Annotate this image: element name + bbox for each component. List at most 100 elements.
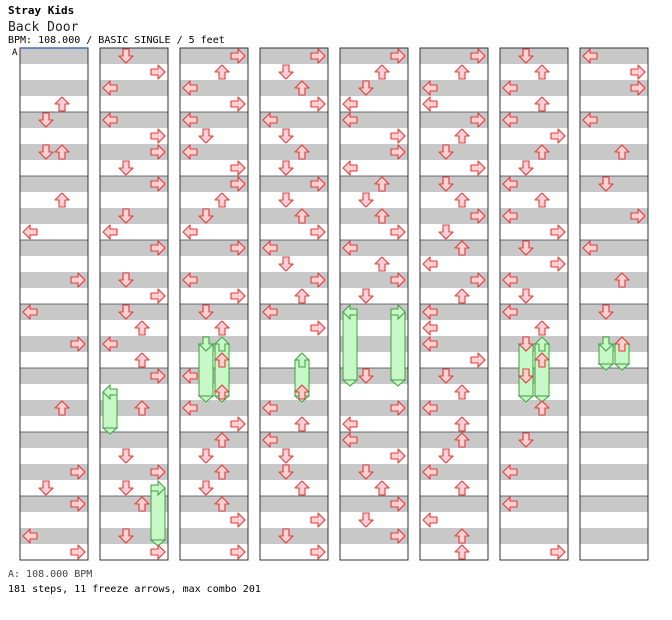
step-arrow-right-icon [630, 80, 646, 96]
row-band [20, 400, 88, 416]
step-arrow-left-icon [182, 272, 198, 288]
row-band [20, 336, 88, 352]
row-band [20, 144, 88, 160]
row-band [420, 80, 488, 96]
row-band [500, 464, 568, 480]
row-band [180, 176, 248, 192]
row-band [100, 304, 168, 320]
step-arrow-up-icon [454, 432, 470, 448]
row-band [260, 96, 328, 112]
step-arrow-down-icon [278, 448, 294, 464]
row-band [500, 192, 568, 208]
step-arrow-right-icon [470, 272, 486, 288]
row-band [20, 432, 88, 448]
step-arrow-up-icon [614, 144, 630, 160]
step-arrow-up-icon [294, 288, 310, 304]
step-arrow-left-icon [342, 112, 358, 128]
step-arrow-down-icon [278, 64, 294, 80]
row-band [500, 176, 568, 192]
step-arrow-right-icon [150, 240, 166, 256]
step-arrow-down-icon [118, 304, 134, 320]
step-arrow-right-icon [310, 224, 326, 240]
row-band [580, 368, 648, 384]
row-band [20, 496, 88, 512]
row-band [260, 224, 328, 240]
column-border [339, 47, 409, 561]
row-band [100, 464, 168, 480]
step-arrow-right-icon [390, 448, 406, 464]
step-arrow-down-icon [278, 528, 294, 544]
row-band [420, 384, 488, 400]
column-border [499, 47, 569, 561]
row-band [500, 64, 568, 80]
row-band [580, 304, 648, 320]
row-band [180, 528, 248, 544]
step-arrow-down-icon [358, 80, 374, 96]
row-band [420, 416, 488, 432]
freeze-tail [533, 395, 551, 403]
row-band [420, 96, 488, 112]
row-band [340, 96, 408, 112]
step-arrow-down-icon [358, 368, 374, 384]
step-arrow-right-icon [470, 208, 486, 224]
row-band [180, 480, 248, 496]
step-arrow-right-icon [390, 400, 406, 416]
step-arrow-up-icon [214, 464, 230, 480]
row-band [100, 432, 168, 448]
step-arrow-up-icon [294, 80, 310, 96]
row-band [180, 240, 248, 256]
step-arrow-up-icon [294, 416, 310, 432]
row-band [260, 336, 328, 352]
step-arrow-up-icon [294, 384, 310, 400]
row-band [340, 496, 408, 512]
chart-column [579, 47, 649, 561]
row-band [180, 544, 248, 560]
freeze-tail [149, 539, 167, 547]
freeze-tail [197, 395, 215, 403]
row-band [260, 288, 328, 304]
step-arrow-right-icon [230, 48, 246, 64]
step-arrow-left-icon [182, 112, 198, 128]
row-band [180, 352, 248, 368]
step-arrow-left-icon [422, 464, 438, 480]
step-arrow-down-icon [118, 208, 134, 224]
row-band [260, 368, 328, 384]
chart-stats: 181 steps, 11 freeze arrows, max combo 2… [8, 584, 261, 595]
step-arrow-up-icon [134, 400, 150, 416]
row-band [20, 112, 88, 128]
step-arrow-right-icon [310, 272, 326, 288]
row-band [580, 480, 648, 496]
step-arrow-right-icon [150, 176, 166, 192]
step-arrow-down-icon [38, 112, 54, 128]
row-band [340, 80, 408, 96]
step-arrow-up-icon [214, 64, 230, 80]
bpm-legend: A: 108.000 BPM [8, 569, 93, 580]
row-band [100, 336, 168, 352]
row-band [260, 384, 328, 400]
step-arrow-down-icon [38, 480, 54, 496]
step-arrow-right-icon [310, 176, 326, 192]
row-band [260, 256, 328, 272]
row-band [260, 352, 328, 368]
row-band [180, 448, 248, 464]
row-band [580, 224, 648, 240]
step-arrow-up-icon [454, 240, 470, 256]
row-band [100, 256, 168, 272]
row-band [180, 144, 248, 160]
step-arrow-left-icon [422, 320, 438, 336]
step-arrow-right-icon [550, 224, 566, 240]
row-band [260, 528, 328, 544]
step-arrow-left-icon [22, 528, 38, 544]
row-band [420, 528, 488, 544]
step-arrow-down-icon [198, 304, 214, 320]
step-arrow-left-icon [22, 304, 38, 320]
step-arrow-left-icon [22, 224, 38, 240]
step-arrow-left-icon [182, 144, 198, 160]
row-band [420, 128, 488, 144]
step-arrow-up-icon [614, 336, 630, 352]
row-band [180, 48, 248, 64]
freeze-body [198, 343, 214, 397]
row-band [580, 416, 648, 432]
step-arrow-right-icon [70, 496, 86, 512]
